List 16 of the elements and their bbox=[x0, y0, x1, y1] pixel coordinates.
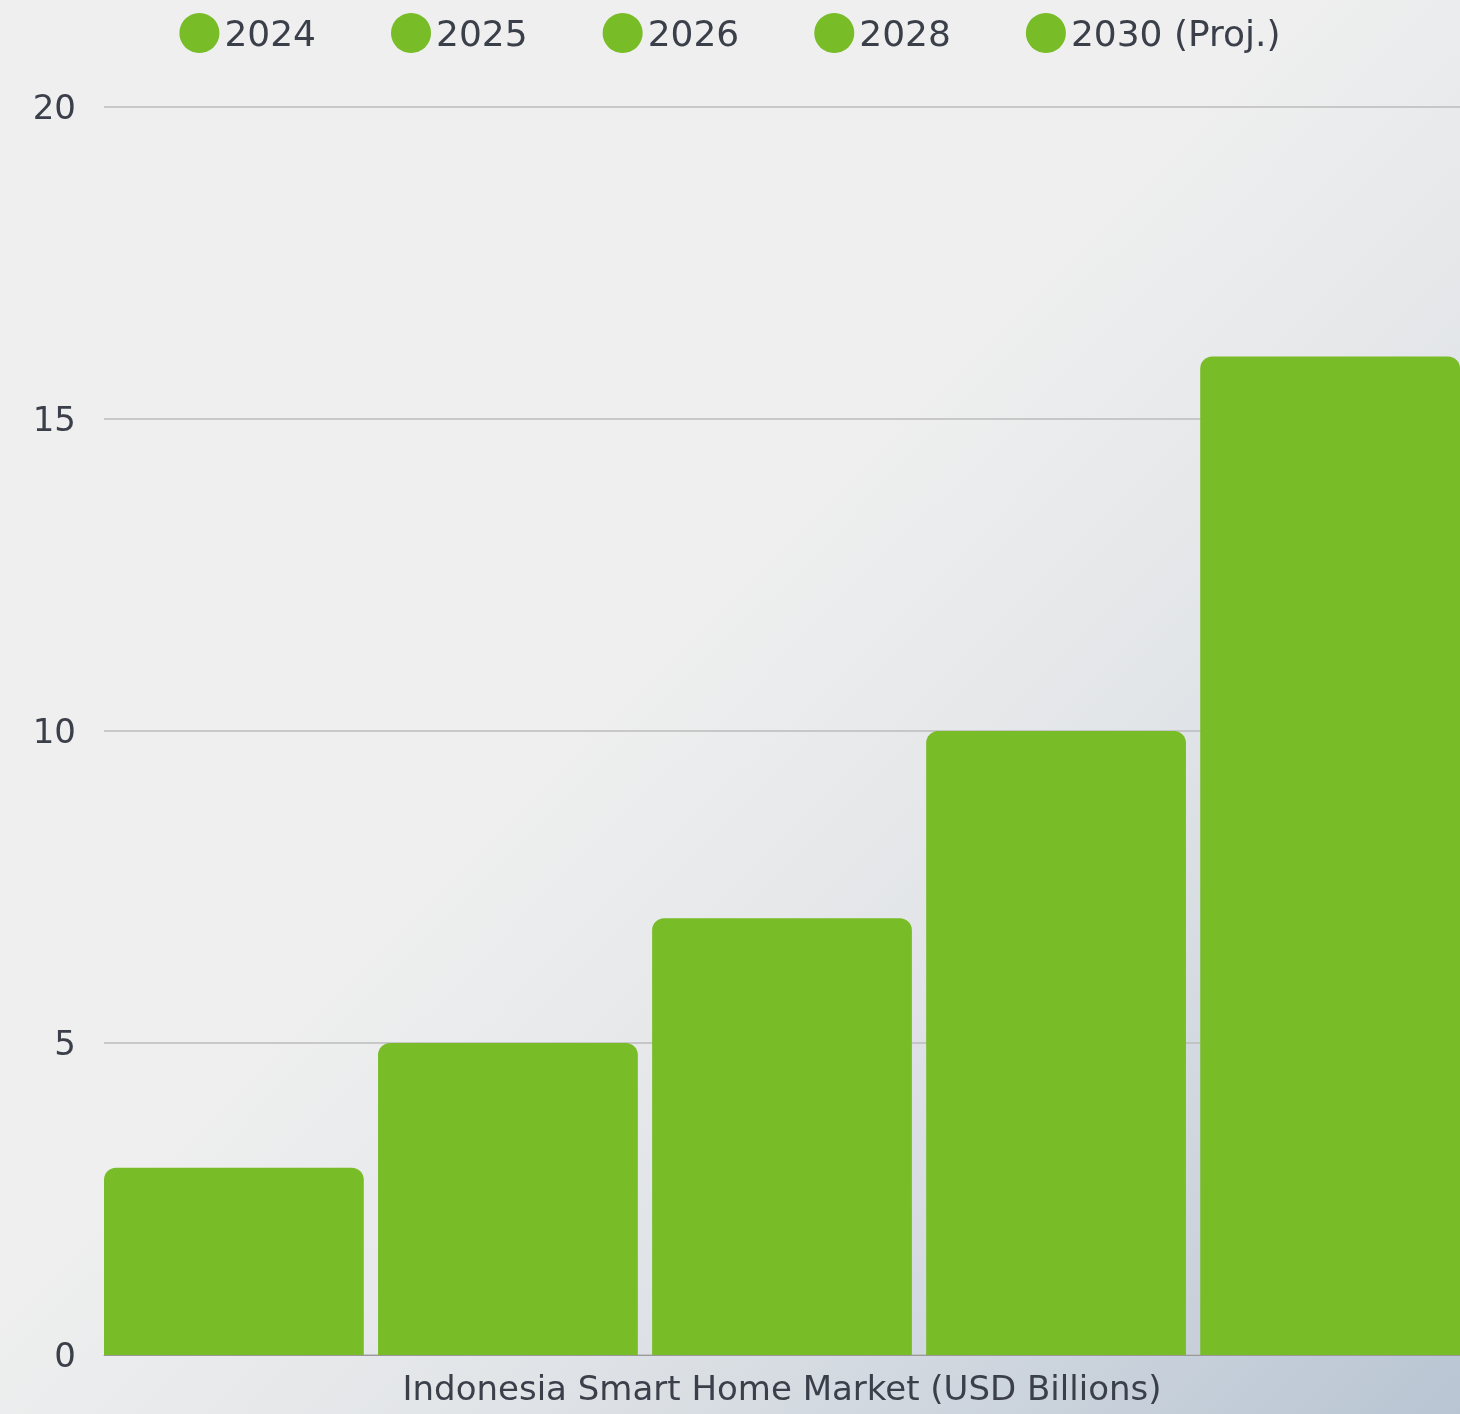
legend-label: 2030 (Proj.) bbox=[1070, 12, 1281, 54]
y-tick-label: 10 bbox=[32, 711, 76, 751]
legend-label: 2025 bbox=[436, 12, 528, 54]
x-tick-label: Indonesia Smart Home Market (USD Billions) bbox=[402, 1368, 1162, 1408]
y-tick-label: 20 bbox=[32, 87, 76, 127]
y-tick-label: 15 bbox=[32, 399, 76, 439]
bar bbox=[652, 918, 912, 1355]
bar bbox=[104, 1167, 364, 1355]
bar bbox=[1200, 356, 1460, 1355]
bar bbox=[926, 731, 1186, 1355]
legend-label: 2024 bbox=[224, 12, 317, 54]
legend-label: 2028 bbox=[859, 12, 951, 54]
y-tick-label: 5 bbox=[54, 1023, 76, 1063]
bar bbox=[378, 1043, 638, 1355]
legend-label: 2026 bbox=[647, 12, 740, 54]
y-tick-label: 0 bbox=[54, 1335, 76, 1375]
